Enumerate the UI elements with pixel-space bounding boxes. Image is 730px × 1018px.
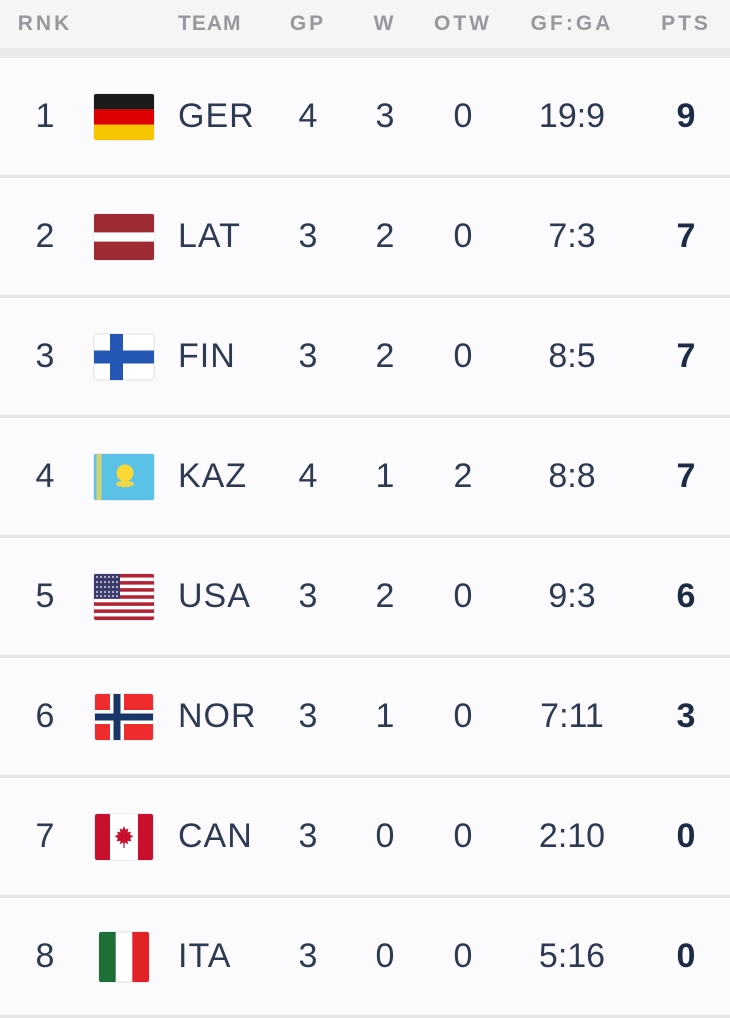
header-divider [0,48,730,58]
ita-flag-icon [90,931,158,982]
table-row[interactable]: 3 FIN 3 2 0 8:5 7 [0,295,730,415]
table-row[interactable]: 2 LAT 3 2 0 7:3 7 [0,175,730,295]
points-cell: 0 [676,817,696,855]
overtime-wins-cell: 0 [453,817,473,855]
rank-cell: 3 [35,337,55,375]
table-row[interactable]: 7 CAN 3 0 0 2:10 0 [0,775,730,895]
table-row[interactable]: 4 KAZ 4 1 2 8:8 7 [0,415,730,535]
points-cell: 6 [676,577,696,615]
goals-for-against-cell: 8:8 [548,457,596,495]
games-played-cell: 4 [298,97,318,135]
games-played-cell: 3 [298,217,318,255]
goals-for-against-cell: 5:16 [538,937,606,975]
column-header-rank: RNK [17,12,73,35]
points-cell: 3 [676,697,696,735]
wins-cell: 3 [375,97,395,135]
overtime-wins-cell: 0 [453,697,473,735]
wins-cell: 1 [375,697,395,735]
goals-for-against-cell: 9:3 [548,577,596,615]
wins-cell: 1 [375,457,395,495]
nor-flag-icon [90,693,158,740]
goals-for-against-cell: 7:3 [548,217,596,255]
points-cell: 7 [676,457,696,495]
column-header-w: W [373,12,397,35]
points-cell: 0 [676,937,696,975]
games-played-cell: 4 [298,457,318,495]
overtime-wins-cell: 0 [453,577,473,615]
column-header-gp: GP [289,12,327,35]
table-row[interactable]: 8 ITA 3 0 0 5:16 0 [0,895,730,1015]
goals-for-against-cell: 2:10 [538,817,606,855]
column-header-pts: PTS [661,12,711,35]
wins-cell: 2 [375,337,395,375]
lat-flag-icon [90,213,158,260]
team-code-cell: ITA [178,937,232,975]
rank-cell: 8 [35,937,55,975]
rank-cell: 6 [35,697,55,735]
overtime-wins-cell: 0 [453,937,473,975]
rank-cell: 5 [35,577,55,615]
overtime-wins-cell: 0 [453,97,473,135]
usa-flag-icon [90,573,158,620]
team-code-cell: KAZ [178,457,248,495]
goals-for-against-cell: 19:9 [538,97,606,135]
rank-cell: 2 [35,217,55,255]
wins-cell: 2 [375,217,395,255]
points-cell: 7 [676,337,696,375]
ger-flag-icon [90,93,158,140]
games-played-cell: 3 [298,817,318,855]
team-code-cell: FIN [178,337,236,375]
games-played-cell: 3 [298,337,318,375]
wins-cell: 2 [375,577,395,615]
wins-cell: 0 [375,817,395,855]
rank-cell: 1 [35,97,55,135]
games-played-cell: 3 [298,577,318,615]
games-played-cell: 3 [298,937,318,975]
table-body: 1 GER 4 3 0 19:9 9 2 LAT 3 2 0 7:3 7 3 FIN 3 2 0 8:5 7 4 K… [0,58,730,1018]
column-header-team: TEAM [178,12,242,35]
points-cell: 7 [676,217,696,255]
team-code-cell: USA [178,577,251,615]
rank-cell: 4 [35,457,55,495]
kaz-flag-icon [90,453,158,500]
table-header: RNK TEAM GP W OTW GF:GA PTS [0,0,730,48]
team-code-cell: GER [178,97,255,135]
team-code-cell: LAT [178,217,241,255]
rank-cell: 7 [35,817,55,855]
team-code-cell: NOR [178,697,257,735]
can-flag-icon [90,813,158,860]
table-row[interactable]: 5 USA 3 2 0 9:3 6 [0,535,730,655]
games-played-cell: 3 [298,697,318,735]
wins-cell: 0 [375,937,395,975]
column-header-gf_ga: GF:GA [530,12,614,35]
team-code-cell: CAN [178,817,253,855]
overtime-wins-cell: 0 [453,337,473,375]
table-row[interactable]: 1 GER 4 3 0 19:9 9 [0,58,730,175]
fin-flag-icon [90,333,158,380]
overtime-wins-cell: 0 [453,217,473,255]
points-cell: 9 [676,97,696,135]
column-header-otw: OTW [434,12,492,35]
overtime-wins-cell: 2 [453,457,473,495]
goals-for-against-cell: 7:11 [540,697,604,735]
table-row[interactable]: 6 NOR 3 1 0 7:11 3 [0,655,730,775]
goals-for-against-cell: 8:5 [548,337,596,375]
